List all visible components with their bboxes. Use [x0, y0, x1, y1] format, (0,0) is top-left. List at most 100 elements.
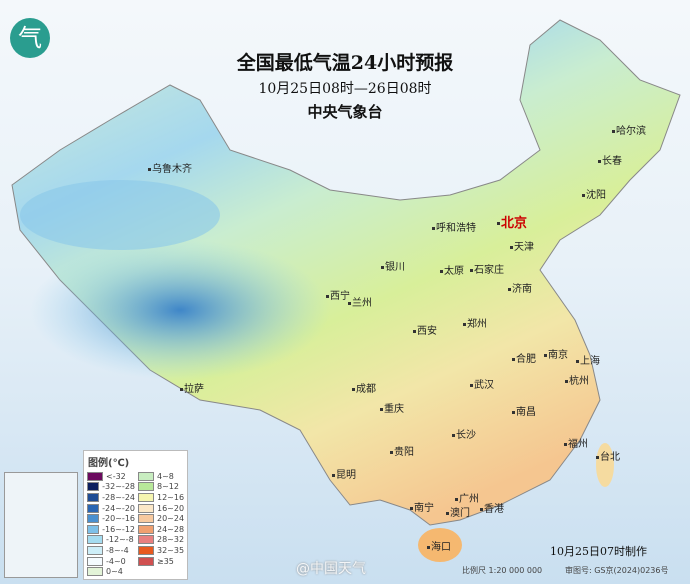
- issuer: 中央气象台: [307, 103, 383, 121]
- city-label: 兰州: [348, 294, 372, 309]
- legend-swatch: [87, 545, 103, 555]
- city-label: 南宁: [410, 499, 434, 514]
- watermark: @中国天气: [296, 561, 366, 577]
- city-label: 台北: [596, 448, 620, 463]
- legend-label: 24~28: [157, 524, 185, 534]
- city-label: 太原: [440, 262, 464, 277]
- legend-swatch: [138, 471, 154, 481]
- legend-label: -32~-28: [102, 482, 135, 492]
- city-label: 贵阳: [390, 443, 414, 458]
- legend-title: 图例(℃): [88, 458, 130, 469]
- legend-swatch: [87, 535, 103, 545]
- city-label: 济南: [508, 280, 532, 295]
- legend-swatch: [138, 503, 154, 513]
- city-label: 南京: [544, 346, 568, 361]
- legend-label: -16~-12: [102, 524, 135, 534]
- legend-swatch: [138, 556, 154, 566]
- city-label: 西安: [413, 322, 437, 337]
- legend-item: <-32: [84, 471, 135, 482]
- city-label: 天津: [510, 238, 534, 253]
- legend-item: -12~-8: [84, 535, 135, 546]
- city-label: 哈尔滨: [612, 122, 646, 137]
- city-label: 合肥: [512, 350, 536, 365]
- legend-item: ≥35: [135, 556, 186, 567]
- city-label: 呼和浩特: [432, 219, 476, 234]
- city-label: 乌鲁木齐: [148, 160, 192, 175]
- legend-label: -8~-4: [106, 545, 129, 555]
- legend-label: 8~12: [157, 482, 179, 492]
- legend-label: 28~32: [157, 535, 185, 545]
- basin-cold-zone: [20, 180, 220, 250]
- legend-swatch: [87, 471, 103, 481]
- city-label: 石家庄: [470, 261, 504, 276]
- legend-swatch: [138, 514, 154, 524]
- legend-item: -16~-12: [84, 524, 135, 535]
- city-label: 郑州: [463, 315, 487, 330]
- legend-label: -12~-8: [106, 535, 134, 545]
- city-label: 南昌: [512, 403, 536, 418]
- legend-label: -24~-20: [102, 503, 135, 513]
- legend-item: -32~-28: [84, 482, 135, 493]
- legend-swatch: [138, 545, 154, 555]
- china-landmass: [11, 19, 681, 526]
- city-label: 成都: [352, 380, 376, 395]
- city-label: 北京: [497, 212, 527, 231]
- city-label: 沈阳: [582, 186, 606, 201]
- legend-swatch: [138, 535, 154, 545]
- legend-swatch: [87, 503, 100, 513]
- legend-label: 20~24: [157, 514, 185, 524]
- city-label: 广州: [455, 490, 479, 505]
- map-review-number: 审图号: GS京(2024)0236号: [565, 566, 669, 575]
- legend-item: 8~12: [135, 482, 186, 493]
- legend-label: 4~8: [157, 471, 174, 481]
- city-label: 银川: [381, 258, 405, 273]
- city-label: 长春: [598, 152, 622, 167]
- legend-swatch: [87, 524, 100, 534]
- legend-label: 32~35: [157, 545, 185, 555]
- legend-item: -4~0: [84, 556, 135, 567]
- legend-item: 32~35: [135, 545, 186, 556]
- legend: 图例(℃) <-32 -32~-28 -28~-24 -24~-20 -20~-16 -1…: [83, 450, 188, 580]
- legend-swatch: [87, 514, 100, 524]
- legend-label: -4~0: [106, 556, 126, 566]
- legend-swatch: [87, 556, 103, 566]
- legend-item: 0~4: [84, 566, 135, 577]
- cma-logo-icon: 气: [10, 18, 50, 58]
- city-label: 杭州: [565, 372, 589, 387]
- legend-swatch: [87, 492, 100, 502]
- legend-item: 4~8: [135, 471, 186, 482]
- map-scale: 比例尺 1:20 000 000: [462, 566, 543, 575]
- legend-swatch: [138, 492, 154, 502]
- south-china-sea-inset: [4, 472, 78, 578]
- city-label: 海口: [427, 538, 451, 553]
- city-label: 西宁: [326, 287, 350, 302]
- legend-label: 16~20: [157, 503, 185, 513]
- legend-item: -24~-20: [84, 503, 135, 514]
- legend-item: 20~24: [135, 513, 186, 524]
- legend-swatch: [138, 524, 154, 534]
- city-label: 重庆: [380, 400, 404, 415]
- forecast-period: 10月25日08时—26日08时: [258, 81, 432, 97]
- city-label: 武汉: [470, 376, 494, 391]
- city-label: 上海: [576, 352, 600, 367]
- plateau-cold-zone: [30, 240, 330, 380]
- legend-label: 0~4: [106, 567, 123, 577]
- legend-swatch: [138, 482, 154, 492]
- city-label: 长沙: [452, 426, 476, 441]
- legend-label: 12~16: [157, 492, 185, 502]
- legend-label: <-32: [106, 471, 126, 481]
- city-label: 拉萨: [180, 380, 204, 395]
- legend-label: -28~-24: [102, 492, 135, 502]
- legend-item: -20~-16: [84, 513, 135, 524]
- legend-label: ≥35: [157, 556, 174, 566]
- legend-item: 24~28: [135, 524, 186, 535]
- production-time: 10月25日07时制作: [550, 545, 647, 558]
- city-label: 澳门: [446, 504, 470, 519]
- map-title: 全国最低气温24小时预报: [236, 52, 454, 74]
- legend-item: -28~-24: [84, 492, 135, 503]
- city-label: 昆明: [332, 466, 356, 481]
- city-label: 香港: [480, 500, 504, 515]
- legend-item: 28~32: [135, 535, 186, 546]
